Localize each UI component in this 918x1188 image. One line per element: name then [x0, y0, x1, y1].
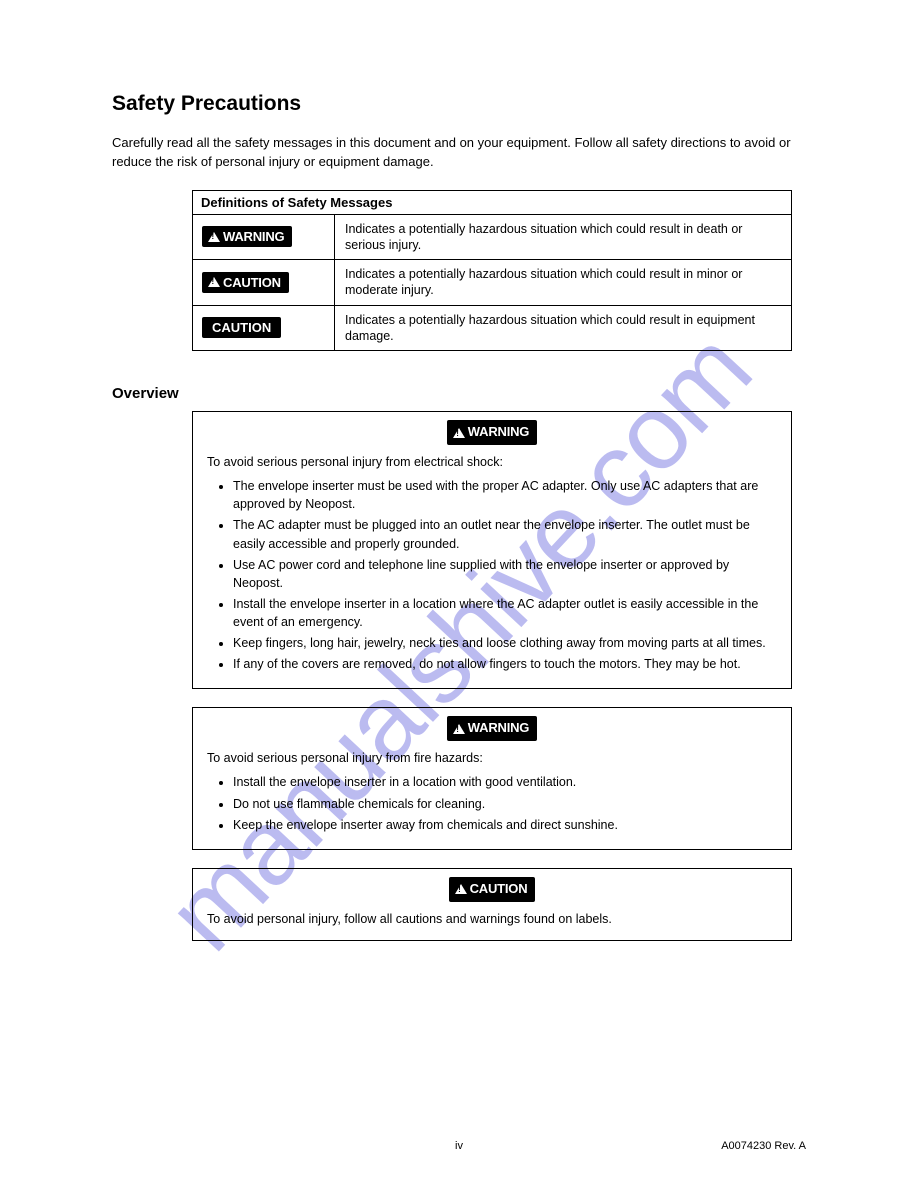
badge-center-wrap: CAUTION	[207, 877, 777, 902]
list-item: Do not use flammable chemicals for clean…	[233, 795, 777, 813]
badge-label: CAUTION	[223, 275, 281, 290]
list-item: The envelope inserter must be used with …	[233, 477, 777, 513]
footer-revision: A0074230 Rev. A	[721, 1140, 806, 1152]
definition-badge-cell: CAUTION	[193, 260, 335, 305]
caution-text: To avoid personal injury, follow all cau…	[207, 910, 777, 928]
list-item: The AC adapter must be plugged into an o…	[233, 516, 777, 552]
warning-box-shock: WARNING To avoid serious personal injury…	[192, 411, 792, 689]
definitions-header: Definitions of Safety Messages	[193, 191, 791, 215]
alert-triangle-icon	[455, 884, 467, 894]
warning-badge: WARNING	[202, 226, 292, 247]
warning-list: Install the envelope inserter in a locat…	[207, 773, 777, 833]
page-container: Safety Precautions Carefully read all th…	[0, 0, 918, 999]
section-overview-title: Overview	[112, 385, 808, 402]
list-item: Keep fingers, long hair, jewelry, neck t…	[233, 634, 777, 652]
warning-box-fire: WARNING To avoid serious personal injury…	[192, 707, 792, 849]
warning-badge: WARNING	[447, 716, 537, 741]
alert-triangle-icon	[453, 428, 465, 438]
warning-intro: To avoid serious personal injury from el…	[207, 453, 777, 471]
alert-triangle-icon	[208, 232, 220, 242]
definition-row: WARNING Indicates a potentially hazardou…	[193, 215, 791, 261]
alert-triangle-icon	[208, 277, 220, 287]
warning-badge: WARNING	[447, 420, 537, 445]
warning-intro: To avoid serious personal injury from fi…	[207, 749, 777, 767]
warning-list: The envelope inserter must be used with …	[207, 477, 777, 673]
definition-badge-cell: WARNING	[193, 215, 335, 260]
definition-text: Indicates a potentially hazardous situat…	[335, 306, 791, 351]
intro-paragraph: Carefully read all the safety messages i…	[112, 134, 808, 172]
list-item: If any of the covers are removed, do not…	[233, 655, 777, 673]
caution-badge: CAUTION	[449, 877, 536, 902]
definition-text: Indicates a potentially hazardous situat…	[335, 215, 791, 260]
definition-badge-cell: CAUTION	[193, 306, 335, 351]
badge-label: WARNING	[468, 719, 529, 738]
definition-text: Indicates a potentially hazardous situat…	[335, 260, 791, 305]
list-item: Keep the envelope inserter away from che…	[233, 816, 777, 834]
badge-label: CAUTION	[470, 880, 528, 899]
caution-plain-badge: CAUTION	[202, 317, 281, 338]
caution-box-labels: CAUTION To avoid personal injury, follow…	[192, 868, 792, 941]
badge-label: WARNING	[468, 423, 529, 442]
list-item: Install the envelope inserter in a locat…	[233, 773, 777, 791]
list-item: Install the envelope inserter in a locat…	[233, 595, 777, 631]
badge-label: WARNING	[223, 229, 284, 244]
definition-row: CAUTION Indicates a potentially hazardou…	[193, 306, 791, 351]
badge-center-wrap: WARNING	[207, 420, 777, 445]
badge-center-wrap: WARNING	[207, 716, 777, 741]
alert-triangle-icon	[453, 724, 465, 734]
definition-row: CAUTION Indicates a potentially hazardou…	[193, 260, 791, 306]
page-title: Safety Precautions	[112, 92, 808, 116]
list-item: Use AC power cord and telephone line sup…	[233, 556, 777, 592]
caution-badge: CAUTION	[202, 272, 289, 293]
definitions-table: Definitions of Safety Messages WARNING I…	[192, 190, 792, 352]
